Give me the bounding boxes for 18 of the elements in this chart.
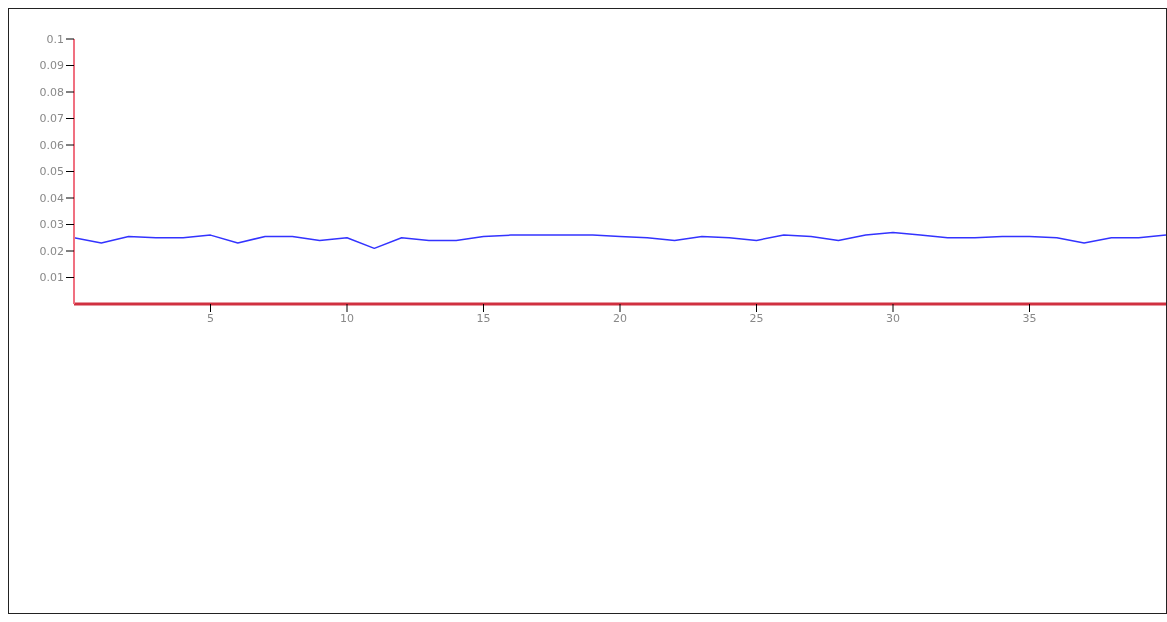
x-tick-label: 10 xyxy=(340,311,354,325)
y-tick-label: 0.07 xyxy=(39,112,64,126)
y-tick-label: 0.1 xyxy=(46,32,64,46)
y-tick-label: 0.09 xyxy=(39,59,64,73)
x-tick-label: 20 xyxy=(613,311,627,325)
x-tick-label: 30 xyxy=(886,311,900,325)
y-tick-label: 0.03 xyxy=(39,218,64,232)
y-tick-label: 0.08 xyxy=(39,85,64,99)
x-tick-label: 35 xyxy=(1022,311,1037,325)
x-tick-label: 15 xyxy=(476,311,491,325)
line-series xyxy=(74,231,1166,250)
y-tick-label: 0.05 xyxy=(39,165,64,179)
x-tick-label: 5 xyxy=(207,311,214,325)
y-tick-label: 0.01 xyxy=(39,271,64,285)
y-tick-label: 0.04 xyxy=(39,191,64,205)
y-tick-label: 0.02 xyxy=(39,244,64,258)
y-tick-label: 0.06 xyxy=(39,138,64,152)
x-tick-label: 25 xyxy=(749,311,764,325)
